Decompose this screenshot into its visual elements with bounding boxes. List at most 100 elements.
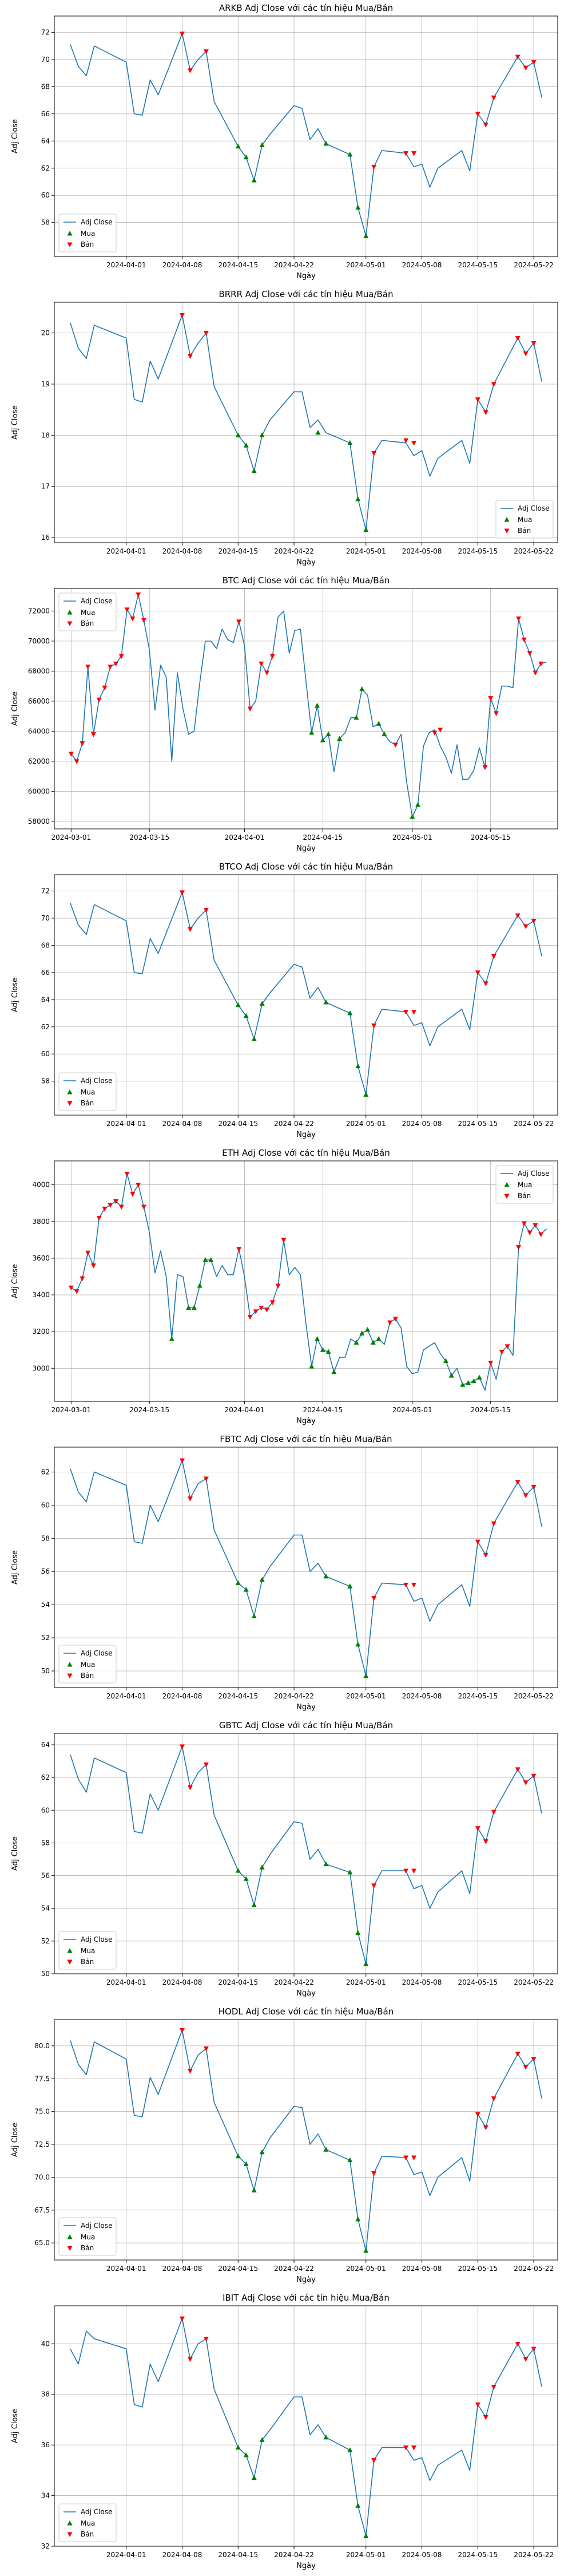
buy-marker xyxy=(331,1369,337,1374)
sell-marker xyxy=(264,670,270,675)
buy-marker xyxy=(323,999,329,1005)
y-tick-label: 64 xyxy=(41,1741,50,1749)
legend-sell-swatch xyxy=(67,621,73,626)
x-tick-label: 2024-04-15 xyxy=(218,1120,258,1128)
y-tick-label: 58 xyxy=(41,1077,50,1085)
grid-lines xyxy=(54,16,558,256)
legend-buy-swatch xyxy=(504,1182,510,1187)
y-tick-label: 34 xyxy=(41,2492,50,2500)
x-tick-label: 2024-05-08 xyxy=(402,261,442,269)
sell-marker xyxy=(483,123,488,128)
sell-marker xyxy=(68,752,74,757)
sell-marker xyxy=(411,151,417,156)
buy-marker xyxy=(355,2216,361,2222)
legend-sell-swatch xyxy=(67,2246,73,2251)
y-tick-label: 50 xyxy=(41,1667,50,1675)
axes-frame xyxy=(54,1447,558,1688)
x-tick-label: 2024-04-15 xyxy=(218,1692,258,1700)
y-tick-label: 65.0 xyxy=(34,2239,50,2247)
x-axis-label: Ngày xyxy=(296,1989,316,1998)
chart-panel: 2024-03-01 2024-03-15 2024-04-01 2024-04-15… xyxy=(0,572,572,859)
grid-lines xyxy=(54,2306,558,2547)
sell-marker xyxy=(247,706,253,712)
sell-marker xyxy=(371,1023,377,1029)
sell-marker xyxy=(141,618,146,623)
sell-marker xyxy=(371,451,377,456)
sell-marker xyxy=(475,2402,480,2408)
legend-sell-swatch xyxy=(67,242,73,247)
sell-marker xyxy=(483,981,488,986)
sell-marker xyxy=(108,1203,113,1208)
x-tick-label: 2024-05-01 xyxy=(346,1692,386,1700)
y-tick-label: 17 xyxy=(41,483,50,491)
y-tick-label: 66 xyxy=(41,969,50,977)
sell-marker xyxy=(483,2415,488,2420)
buy-marker xyxy=(243,1876,249,1881)
y-tick-label: 3200 xyxy=(32,1327,50,1336)
legend-buy-swatch xyxy=(67,1089,73,1095)
x-tick-label: 2024-04-01 xyxy=(225,833,265,841)
x-tick-label: 2024-05-22 xyxy=(514,1978,554,1986)
x-tick-label: 2024-05-22 xyxy=(514,2265,554,2273)
legend-label-sell: Bán xyxy=(81,2244,94,2252)
sell-marker xyxy=(203,1476,209,1482)
x-tick-label: 2024-04-22 xyxy=(274,1978,314,1986)
sell-marker xyxy=(491,1521,496,1527)
chart-title: HODL Adj Close với các tín hiệu Mua/Bán xyxy=(219,2006,394,2017)
x-tick-label: 2024-04-08 xyxy=(162,1978,202,1986)
legend-sell-swatch xyxy=(67,1101,73,1106)
sell-marker xyxy=(491,1809,496,1815)
legend-label-adj-close: Adj Close xyxy=(81,1935,112,1943)
sell-marker xyxy=(187,354,193,359)
x-tick-label: 2024-04-15 xyxy=(218,261,258,269)
x-tick-label: 2024-05-08 xyxy=(402,547,442,555)
x-tick-label: 2024-04-15 xyxy=(218,2265,258,2273)
chart-panel: 2024-04-01 2024-04-08 2024-04-15 2024-04-22… xyxy=(0,1717,572,2004)
y-axis-label: Adj Close xyxy=(11,1836,19,1871)
sell-marker xyxy=(187,68,193,73)
sell-marker xyxy=(371,164,377,170)
buy-marker xyxy=(235,1580,241,1586)
sell-marker xyxy=(515,54,521,60)
sell-marker xyxy=(475,2112,480,2117)
x-tick-label: 2024-05-15 xyxy=(458,2551,498,2559)
axes-frame xyxy=(54,302,558,543)
sell-marker xyxy=(531,2346,537,2352)
buy-marker xyxy=(347,2447,353,2452)
sell-marker xyxy=(371,1883,377,1888)
legend-label-sell: Bán xyxy=(518,1192,531,1200)
buy-marker xyxy=(197,1283,202,1288)
y-tick-label: 62 xyxy=(41,164,50,172)
chart-title: ARKB Adj Close với các tín hiệu Mua/Bán xyxy=(219,3,393,13)
sell-marker xyxy=(124,1171,130,1177)
y-tick-label: 72 xyxy=(41,28,50,36)
sell-marker xyxy=(96,1215,102,1221)
buy-marker xyxy=(355,496,361,501)
sell-marker xyxy=(523,2065,529,2070)
sell-marker xyxy=(74,759,80,764)
y-tick-label: 58 xyxy=(41,1839,50,1847)
buy-marker xyxy=(243,1013,249,1018)
chart-svg: 2024-04-01 2024-04-08 2024-04-15 2024-04-22… xyxy=(11,3,558,280)
buy-marker xyxy=(363,2247,369,2253)
sell-marker xyxy=(136,1183,141,1188)
y-tick-label: 3600 xyxy=(32,1254,50,1262)
buy-marker xyxy=(376,721,382,726)
y-axis-label: Adj Close xyxy=(11,1550,19,1585)
sell-marker xyxy=(85,665,91,670)
y-tick-label: 68 xyxy=(41,82,50,90)
grid-lines xyxy=(54,1733,558,1974)
sell-marker xyxy=(247,1315,253,1320)
y-tick-label: 64 xyxy=(41,137,50,145)
x-tick-label: 2024-05-01 xyxy=(392,1406,432,1414)
legend-label-sell: Bán xyxy=(81,240,94,248)
sell-marker xyxy=(411,1868,417,1874)
chart-title: BTC Adj Close với các tín hiệu Mua/Bán xyxy=(223,575,390,586)
x-tick-label: 2024-05-22 xyxy=(514,1692,554,1700)
sell-marker xyxy=(515,1480,521,1485)
sell-marker xyxy=(531,919,537,924)
grid-lines xyxy=(54,2020,558,2260)
y-tick-label: 62 xyxy=(41,1773,50,1781)
axes-frame xyxy=(54,1160,558,1402)
